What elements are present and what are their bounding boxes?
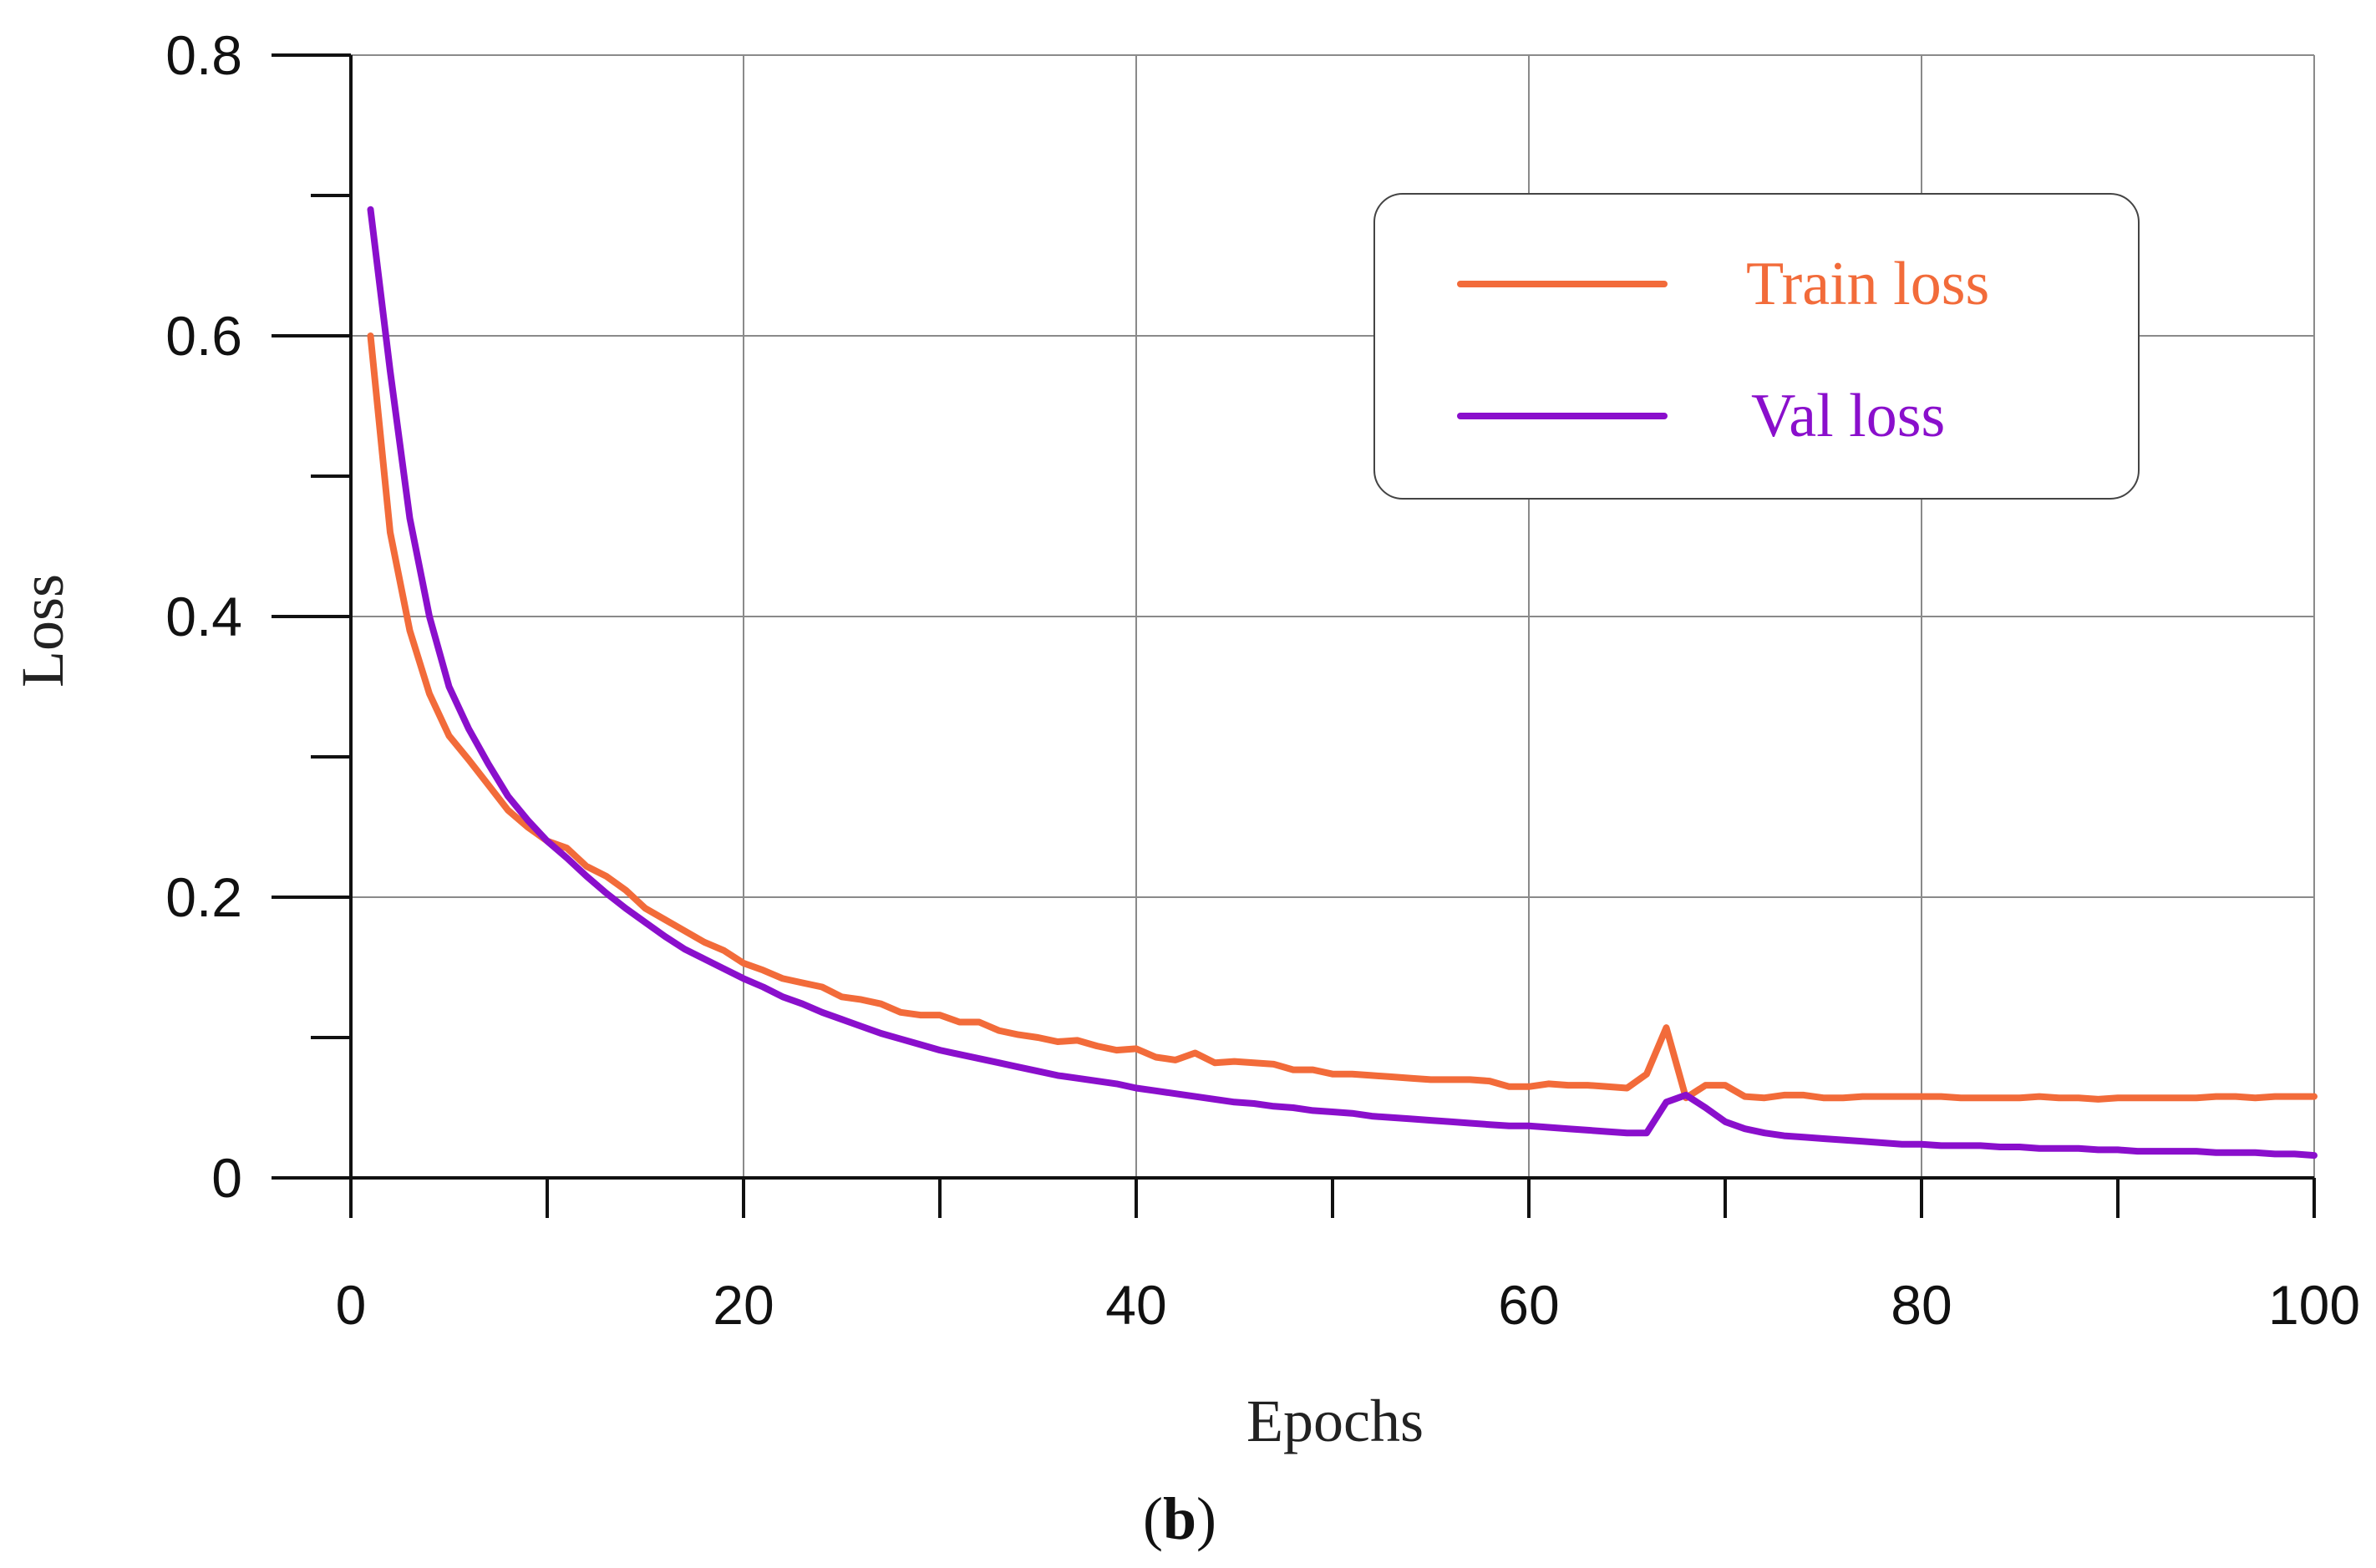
legend-label-train-loss: Train loss <box>1746 250 1989 318</box>
y-axis-label: Loss <box>9 574 76 688</box>
x-tick-label: 20 <box>713 1274 774 1336</box>
y-tick-label: 0.8 <box>165 24 242 86</box>
caption-close-paren: ) <box>1196 1485 1216 1552</box>
x-tick-label: 80 <box>1891 1274 1952 1336</box>
y-tick-label: 0.4 <box>165 586 242 647</box>
x-axis-label: Epochs <box>1246 1388 1424 1454</box>
series-line-val-loss <box>367 206 2318 1160</box>
axes <box>272 53 2316 1218</box>
x-tick-label: 0 <box>336 1274 367 1336</box>
series-line-train-loss <box>367 332 2318 1103</box>
caption-open-paren: ( <box>1143 1485 1163 1552</box>
tick-labels: 0 20 40 60 80 100 0 0.2 0.4 0.6 0.8 <box>165 24 2360 1336</box>
y-tick-label: 0.2 <box>165 866 242 928</box>
caption-letter: b <box>1163 1485 1196 1552</box>
legend-box <box>1373 193 2140 500</box>
legend-label-val-loss: Val loss <box>1751 382 1945 450</box>
series-lines <box>367 206 2318 1160</box>
y-tick-label: 0.6 <box>165 305 242 367</box>
legend: Train loss Val loss <box>1373 193 2140 500</box>
x-tick-label: 100 <box>2268 1274 2360 1336</box>
y-tick-label: 0 <box>211 1147 242 1209</box>
figure-caption: (b) <box>1143 1485 1216 1552</box>
x-tick-label: 60 <box>1498 1274 1559 1336</box>
x-tick-label: 40 <box>1105 1274 1166 1336</box>
